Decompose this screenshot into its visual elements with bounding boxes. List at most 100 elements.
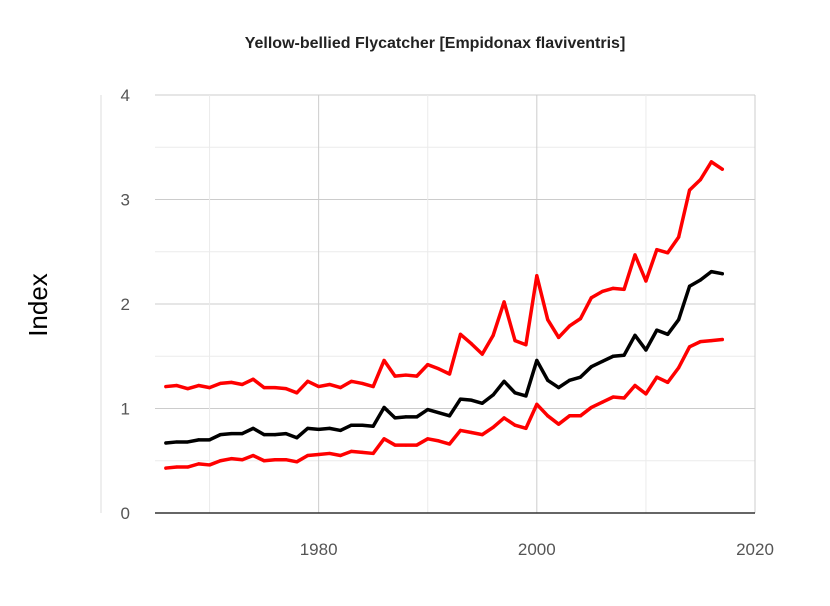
series-lines xyxy=(164,160,725,470)
data-point xyxy=(317,384,321,389)
data-point xyxy=(513,391,517,395)
data-point xyxy=(393,416,397,420)
y-tick-label: 3 xyxy=(121,191,130,210)
data-point xyxy=(273,433,277,437)
data-point xyxy=(644,279,648,283)
data-point xyxy=(447,372,452,376)
data-point xyxy=(327,382,332,387)
data-point xyxy=(633,383,637,388)
data-point xyxy=(197,462,201,466)
x-tick-label: 2000 xyxy=(518,540,556,559)
data-point xyxy=(698,278,703,282)
data-point xyxy=(229,457,233,461)
data-point xyxy=(349,379,353,383)
data-point xyxy=(284,458,288,462)
data-point xyxy=(164,384,168,389)
data-point xyxy=(306,379,310,383)
data-point xyxy=(513,338,517,343)
data-point xyxy=(687,345,692,349)
data-point xyxy=(404,443,408,447)
data-point xyxy=(557,335,561,340)
x-tick-label: 2020 xyxy=(736,540,774,559)
data-point xyxy=(207,463,212,467)
data-point xyxy=(589,296,593,300)
data-point xyxy=(338,428,343,433)
data-point xyxy=(415,443,419,447)
data-point xyxy=(393,443,397,447)
x-tick-label: 1980 xyxy=(300,540,338,559)
data-point xyxy=(709,338,713,343)
data-point xyxy=(644,348,648,352)
data-point xyxy=(480,433,484,437)
data-point xyxy=(251,453,255,458)
data-point xyxy=(611,354,615,358)
data-point xyxy=(535,402,539,406)
data-point xyxy=(567,414,572,418)
data-point xyxy=(284,387,288,391)
data-point xyxy=(360,381,364,386)
data-point xyxy=(655,248,659,252)
data-point xyxy=(437,367,441,371)
data-point xyxy=(447,414,452,418)
data-point xyxy=(524,343,528,347)
data-point xyxy=(458,397,463,401)
data-point xyxy=(306,453,310,458)
data-point xyxy=(426,407,430,412)
data-point xyxy=(186,387,190,391)
y-tick-label: 1 xyxy=(121,400,130,419)
data-point xyxy=(295,391,299,395)
series-2 xyxy=(164,269,725,445)
data-point xyxy=(437,439,441,443)
data-point xyxy=(589,405,593,410)
data-point xyxy=(698,340,703,344)
data-point xyxy=(469,430,473,435)
y-tick-label: 0 xyxy=(121,504,130,523)
data-point xyxy=(687,284,692,288)
series-1 xyxy=(164,160,725,395)
data-point xyxy=(491,393,495,397)
data-point xyxy=(393,374,397,378)
data-point xyxy=(720,167,724,171)
data-point xyxy=(578,414,583,418)
data-point xyxy=(720,272,724,276)
data-point xyxy=(677,318,681,322)
data-point xyxy=(469,398,473,402)
data-point xyxy=(207,438,212,442)
y-tick-labels: 0 1 2 3 4 xyxy=(121,86,130,523)
data-point xyxy=(426,437,430,441)
data-point xyxy=(491,425,495,429)
data-point xyxy=(622,287,626,291)
data-point xyxy=(447,442,452,446)
data-point xyxy=(175,465,179,469)
series-line xyxy=(164,337,725,470)
data-point xyxy=(273,386,277,390)
data-point xyxy=(437,411,441,415)
data-point xyxy=(644,392,648,396)
data-point xyxy=(415,374,419,378)
data-point xyxy=(557,386,561,390)
data-point xyxy=(546,414,550,418)
data-point xyxy=(502,300,506,304)
series-3 xyxy=(164,337,725,470)
data-point xyxy=(240,431,244,436)
data-point xyxy=(600,400,604,404)
data-point xyxy=(404,415,408,419)
data-point xyxy=(317,452,321,457)
data-point xyxy=(251,426,255,430)
data-point xyxy=(338,453,343,458)
data-point xyxy=(197,438,201,442)
data-point xyxy=(546,378,550,382)
data-point xyxy=(480,352,484,356)
data-point xyxy=(262,386,266,390)
data-point xyxy=(197,383,201,388)
data-point xyxy=(666,380,670,384)
data-point xyxy=(698,178,703,182)
data-point xyxy=(327,451,332,456)
data-point xyxy=(600,359,604,364)
data-point xyxy=(546,318,550,322)
data-point xyxy=(164,441,168,445)
data-point xyxy=(578,375,583,379)
data-point xyxy=(306,426,310,430)
data-point xyxy=(633,333,637,337)
